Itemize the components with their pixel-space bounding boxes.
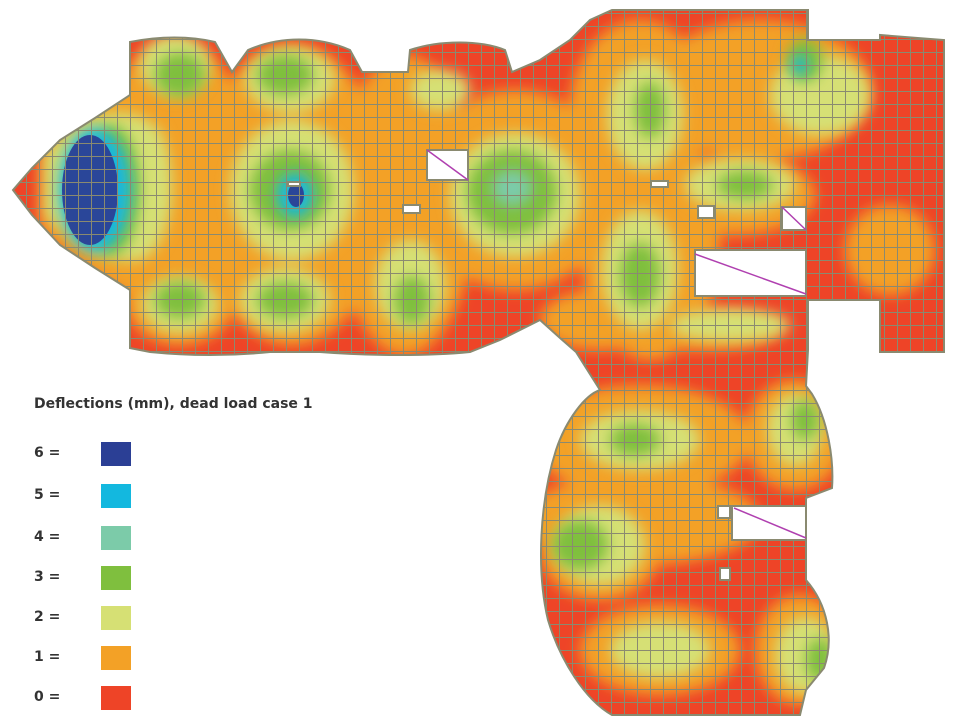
legend-label: 6 = bbox=[34, 445, 61, 461]
legend-swatch-2 bbox=[101, 606, 131, 630]
slab-openings bbox=[287, 149, 807, 581]
legend-swatch-4 bbox=[101, 526, 131, 550]
legend-swatch-1 bbox=[101, 646, 131, 670]
legend-swatch-5 bbox=[101, 484, 131, 508]
legend-label: 3 = bbox=[34, 569, 61, 585]
legend-swatch-6 bbox=[101, 442, 131, 466]
legend-label: 0 = bbox=[34, 689, 61, 705]
legend-label: 4 = bbox=[34, 529, 61, 545]
legend-title: Deflections (mm), dead load case 1 bbox=[34, 396, 313, 412]
legend-swatch-3 bbox=[101, 566, 131, 590]
legend-label: 1 = bbox=[34, 649, 61, 665]
legend-swatch-0 bbox=[101, 686, 131, 710]
legend-label: 5 = bbox=[34, 487, 61, 503]
legend-label: 2 = bbox=[34, 609, 61, 625]
